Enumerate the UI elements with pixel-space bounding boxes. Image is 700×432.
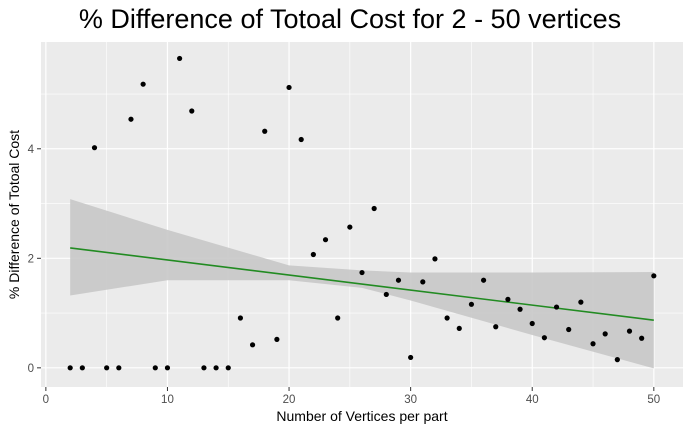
data-point: [371, 205, 377, 212]
data-points: [67, 55, 657, 371]
data-point: [505, 296, 511, 302]
data-point: [444, 315, 450, 321]
data-point: [164, 365, 171, 371]
x-tick-label: 20: [283, 394, 296, 406]
data-point: [614, 357, 620, 363]
data-point: [626, 328, 633, 334]
data-point: [468, 301, 475, 307]
data-point: [249, 342, 256, 348]
data-point: [237, 315, 244, 321]
data-point: [347, 224, 353, 230]
data-point: [602, 331, 608, 337]
data-point: [566, 326, 572, 333]
data-point: [104, 365, 110, 371]
data-point: [201, 365, 207, 371]
data-point: [420, 279, 426, 285]
data-point: [128, 116, 134, 122]
data-point: [408, 354, 414, 361]
y-tick-label: 0: [28, 363, 34, 375]
data-point: [335, 315, 341, 321]
y-tick-label: 4: [28, 144, 35, 156]
data-point: [529, 320, 535, 327]
data-point: [553, 304, 560, 310]
data-point: [651, 273, 657, 279]
data-point: [517, 306, 523, 312]
y-axis-title: % Difference of Totoal Cost: [6, 130, 22, 299]
data-point: [262, 128, 268, 134]
data-point: [274, 336, 280, 342]
data-point: [310, 251, 316, 258]
x-tick-label: 40: [526, 394, 539, 406]
x-tick-label: 10: [161, 394, 174, 406]
data-point: [432, 256, 438, 262]
data-point: [152, 365, 158, 371]
chart-title: % Difference of Totoal Cost for 2 - 50 v…: [78, 4, 622, 34]
x-tick-label: 0: [43, 394, 49, 406]
data-point: [116, 365, 122, 371]
data-point: [322, 237, 329, 243]
data-point: [383, 291, 389, 298]
data-point: [189, 108, 195, 114]
data-point: [541, 335, 547, 341]
data-point: [456, 325, 462, 332]
data-point: [286, 84, 292, 91]
x-axis-ticks: 0 10 20 30 40 50: [43, 387, 660, 406]
data-point: [91, 145, 98, 151]
data-point: [213, 365, 219, 371]
data-point: [578, 299, 584, 305]
data-point: [359, 269, 365, 276]
data-point: [140, 81, 146, 87]
x-axis-title: Number of Vertices per part: [276, 408, 447, 424]
data-point: [298, 136, 304, 143]
data-point: [177, 55, 183, 62]
data-point: [590, 341, 596, 347]
data-point: [79, 365, 85, 371]
data-point: [395, 277, 402, 283]
x-tick-label: 50: [647, 394, 660, 406]
data-point: [493, 324, 499, 330]
y-tick-label: 2: [28, 253, 34, 265]
data-point: [639, 335, 645, 341]
data-point: [225, 365, 231, 371]
x-tick-label: 30: [404, 394, 417, 406]
data-point: [480, 277, 487, 283]
y-axis-ticks: 0 2 4: [28, 144, 41, 375]
data-point: [67, 365, 73, 371]
